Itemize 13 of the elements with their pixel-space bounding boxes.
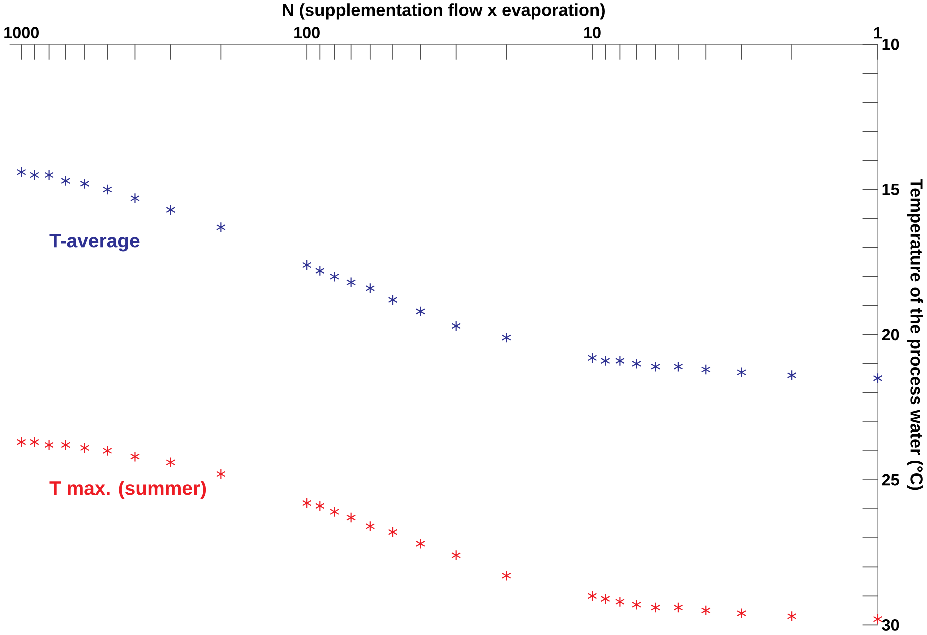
- y-tick-label: 20: [882, 329, 900, 341]
- y-tick-label: 30: [882, 620, 900, 632]
- series-label: T-average: [50, 234, 140, 252]
- x-axis-title: N (supplementation flow x evaporation): [283, 4, 605, 20]
- x-tick-label: 1000: [4, 27, 39, 39]
- y-axis-title: Temperature of the process water (°C): [907, 179, 924, 490]
- x-tick-label: 10: [584, 27, 601, 39]
- y-tick-label: 25: [882, 474, 900, 486]
- y-tick-label: 10: [882, 39, 900, 51]
- y-tick-label: 15: [882, 184, 900, 196]
- x-tick-label: 100: [294, 27, 320, 39]
- x-tick-label: 1: [874, 28, 882, 39]
- series-label: T max. (summer): [50, 481, 206, 500]
